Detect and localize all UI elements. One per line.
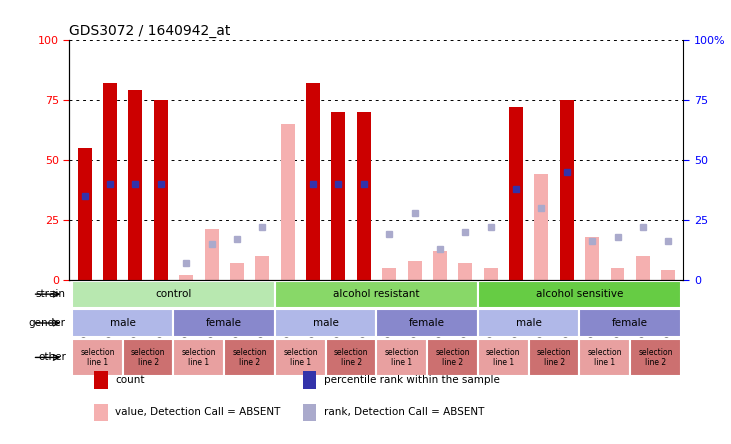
Text: alcohol sensitive: alcohol sensitive <box>536 289 623 299</box>
Text: selection
line 2: selection line 2 <box>131 348 165 367</box>
Text: percentile rank within the sample: percentile rank within the sample <box>324 375 499 385</box>
Text: other: other <box>38 353 66 362</box>
FancyBboxPatch shape <box>376 339 427 376</box>
Bar <box>560 100 574 280</box>
FancyBboxPatch shape <box>478 309 580 337</box>
FancyBboxPatch shape <box>275 281 478 308</box>
Text: male: male <box>313 318 338 328</box>
Text: selection
line 1: selection line 1 <box>283 348 317 367</box>
Bar <box>458 263 472 280</box>
Text: selection
line 2: selection line 2 <box>537 348 572 367</box>
Bar <box>509 107 523 280</box>
Bar <box>103 83 117 280</box>
FancyBboxPatch shape <box>630 339 681 376</box>
Text: male: male <box>110 318 136 328</box>
Bar <box>179 275 193 280</box>
Text: gender: gender <box>29 318 66 328</box>
Bar <box>610 268 624 280</box>
Text: alcohol resistant: alcohol resistant <box>333 289 420 299</box>
Text: control: control <box>155 289 192 299</box>
Bar <box>303 404 317 421</box>
FancyBboxPatch shape <box>580 339 630 376</box>
Text: selection
line 1: selection line 1 <box>385 348 419 367</box>
Text: selection
line 2: selection line 2 <box>334 348 368 367</box>
Bar <box>534 174 548 280</box>
FancyBboxPatch shape <box>275 309 376 337</box>
Text: GDS3072 / 1640942_at: GDS3072 / 1640942_at <box>69 24 231 38</box>
FancyBboxPatch shape <box>326 339 376 376</box>
Bar <box>154 100 168 280</box>
FancyBboxPatch shape <box>173 309 275 337</box>
Bar <box>255 256 269 280</box>
Text: selection
line 2: selection line 2 <box>638 348 673 367</box>
Bar <box>77 148 91 280</box>
FancyBboxPatch shape <box>72 339 123 376</box>
Bar <box>230 263 244 280</box>
Bar <box>484 268 498 280</box>
Text: female: female <box>206 318 242 328</box>
FancyBboxPatch shape <box>123 339 173 376</box>
Bar <box>636 256 650 280</box>
Text: strain: strain <box>36 289 66 299</box>
Text: selection
line 2: selection line 2 <box>436 348 470 367</box>
FancyBboxPatch shape <box>478 281 681 308</box>
FancyBboxPatch shape <box>72 281 275 308</box>
Bar <box>94 371 107 388</box>
Text: female: female <box>612 318 648 328</box>
FancyBboxPatch shape <box>478 339 529 376</box>
FancyBboxPatch shape <box>529 339 580 376</box>
Bar <box>433 251 447 280</box>
Bar <box>306 83 320 280</box>
FancyBboxPatch shape <box>275 339 326 376</box>
Bar <box>281 124 295 280</box>
FancyBboxPatch shape <box>376 309 478 337</box>
Text: selection
line 1: selection line 1 <box>181 348 216 367</box>
Bar <box>662 270 675 280</box>
Bar <box>357 112 371 280</box>
FancyBboxPatch shape <box>173 339 224 376</box>
Text: count: count <box>115 375 145 385</box>
Text: selection
line 1: selection line 1 <box>80 348 115 367</box>
Text: selection
line 1: selection line 1 <box>486 348 520 367</box>
Text: value, Detection Call = ABSENT: value, Detection Call = ABSENT <box>115 407 280 417</box>
Text: selection
line 2: selection line 2 <box>232 348 267 367</box>
Text: rank, Detection Call = ABSENT: rank, Detection Call = ABSENT <box>324 407 484 417</box>
FancyBboxPatch shape <box>72 309 173 337</box>
Bar <box>303 371 317 388</box>
Bar <box>94 404 107 421</box>
FancyBboxPatch shape <box>224 339 275 376</box>
Bar <box>331 112 345 280</box>
FancyBboxPatch shape <box>580 309 681 337</box>
Bar <box>585 237 599 280</box>
Text: selection
line 1: selection line 1 <box>588 348 622 367</box>
Bar <box>129 90 143 280</box>
Text: male: male <box>516 318 542 328</box>
Bar <box>382 268 396 280</box>
Bar <box>205 230 219 280</box>
FancyBboxPatch shape <box>427 339 478 376</box>
Bar <box>408 261 422 280</box>
Text: female: female <box>409 318 445 328</box>
